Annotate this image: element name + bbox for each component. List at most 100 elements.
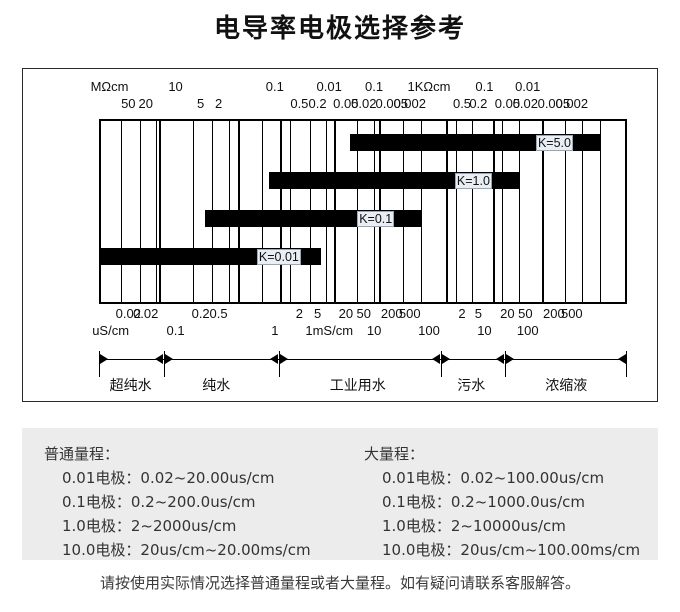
gridline-minor	[565, 121, 567, 302]
bottom-axis-decade-label: 10	[366, 323, 382, 338]
bottom-axis-decade-label: 0.1	[166, 323, 185, 338]
bottom-axis-decade-label: 100	[516, 323, 539, 338]
bottom-axis-decade-label: 100	[418, 323, 440, 338]
gridline-minor	[599, 121, 601, 302]
top-axis-minor-label: 0.5	[452, 96, 472, 111]
normal-range-column: 普通量程： 0.01电极：0.02~20.00us/cm 0.1电极：0.2~2…	[44, 442, 311, 562]
normal-range-heading: 普通量程：	[44, 445, 120, 463]
bottom-axis-minor-label: 500	[398, 306, 421, 321]
bottom-axis-minor-label: 5	[313, 306, 322, 321]
gridline-major	[446, 121, 449, 302]
electrode-bar-label: K=5.0	[535, 135, 573, 151]
bottom-axis-minor-label: 0.02	[115, 306, 141, 321]
large-range-item: 0.01电极：0.02~100.00us/cm	[382, 469, 605, 487]
large-range-item: 1.0电极：2~10000us/cm	[382, 517, 566, 535]
large-range-heading: 大量程：	[364, 445, 425, 463]
gridline-minor	[518, 121, 520, 302]
bottom-axis-minor-labels: 0.02 0.02 0.2 0.5 2 5 20 50 200 500 2 5 20 50 200 500	[23, 306, 659, 322]
top-axis-decade-labels: MΩcm 10 0.1 0.1 0.01 1KΩcm 0.01 0.1	[23, 79, 659, 95]
top-axis-decade-label: 0.1	[265, 79, 284, 94]
bottom-axis-minor-label: 5	[474, 306, 482, 321]
category-divider	[163, 351, 165, 377]
chart-frame: MΩcm 10 0.1 0.1 0.01 1KΩcm 0.01 0.1 50 20 5 2 0.5 0.…	[22, 68, 658, 402]
range-info-panel: 普通量程： 0.01电极：0.02~20.00us/cm 0.1电极：0.2~2…	[22, 428, 658, 560]
bottom-axis-minor-label: 20	[338, 306, 354, 321]
bottom-axis-minor-label: 50	[518, 306, 533, 321]
bottom-axis-decade-labels: uS/cm 0.1 1 10 100 1mS/cm 10 100	[23, 323, 659, 339]
bottom-axis-decade-label: 10	[477, 323, 492, 338]
gridline-major	[159, 121, 162, 302]
range-arrow-left-icon	[164, 354, 173, 364]
electrode-bar-label: K=0.1	[357, 211, 395, 227]
top-axis-minor-label: 2	[214, 96, 223, 111]
water-category-label: 超纯水	[109, 378, 152, 394]
normal-range-item: 1.0电极：2~2000us/cm	[62, 517, 237, 535]
bottom-axis-minor-label: 0.2	[191, 306, 210, 321]
range-arrow-left-icon	[100, 354, 108, 364]
top-axis-decade-label: 0.1	[365, 79, 384, 94]
range-arrow-left-icon	[441, 354, 450, 364]
top-axis-decade-label: MΩcm	[90, 79, 129, 94]
bottom-axis-minor-label: 0.02	[133, 306, 159, 321]
large-range-column: 大量程： 0.01电极：0.02~100.00us/cm 0.1电极：0.2~1…	[364, 442, 640, 562]
top-axis-minor-label: 5	[197, 96, 205, 111]
top-axis-decade-label: 0.01	[316, 79, 342, 94]
top-axis-minor-label: 0.002	[555, 96, 589, 111]
gridline-minor	[502, 121, 504, 302]
footer-note: 请按使用实际情况选择普通量程或者大量程。如有疑问请联系客服解答。	[99, 574, 580, 592]
top-axis-minor-label: 50	[121, 96, 136, 111]
bottom-axis-decade-label: 1	[271, 323, 279, 338]
category-divider	[278, 351, 280, 377]
top-axis-minor-label: 0.02	[512, 96, 539, 111]
range-arrow-left-icon	[506, 354, 515, 364]
category-divider	[626, 351, 627, 377]
top-axis-minor-label: 0.5	[290, 96, 309, 111]
water-category-axis: 超纯水 纯水 工业用水 污水 浓缩液	[99, 351, 627, 397]
gridline-minor	[421, 121, 423, 302]
gridline-minor	[582, 121, 584, 302]
top-axis-minor-label: 0.2	[469, 96, 488, 111]
range-arrow-right-icon	[618, 354, 626, 364]
gridline-minor	[192, 121, 194, 302]
top-axis-decade-label: 1KΩcm	[407, 79, 451, 94]
bottom-axis-minor-label: 2	[458, 306, 466, 321]
large-range-item: 0.1电极：0.2~1000.0us/cm	[382, 493, 585, 511]
range-arrow-right-icon	[269, 354, 278, 364]
range-arrow-right-icon	[154, 354, 163, 364]
gridline-minor	[139, 121, 141, 302]
top-axis-decade-label: 0.01	[515, 79, 541, 94]
category-axis-line	[99, 359, 627, 360]
category-divider	[505, 351, 507, 377]
page-title: 电导率电极选择参考	[213, 14, 466, 44]
normal-range-item: 10.0电极：20us/cm~20.00ms/cm	[62, 541, 311, 559]
bottom-axis-minor-label: 20	[500, 306, 515, 321]
top-axis-minor-label: 0.05	[333, 96, 359, 111]
top-axis-decade-label: 10	[168, 79, 183, 94]
bottom-axis-minor-label: 200	[380, 306, 403, 321]
gridline-minor	[120, 121, 122, 302]
top-axis-minor-label: 0.002	[393, 96, 426, 111]
bottom-axis-minor-label: 200	[543, 306, 565, 321]
bottom-axis-minor-label: 0.5	[209, 306, 228, 321]
top-axis-minor-labels: 50 20 5 2 0.5 0.2 0.05 0.02 0.005 0.002 0.5 0.2 0.05…	[23, 96, 659, 112]
chart-plot-area: K=5.0 K=1.0 K=0.1 K=0.01	[99, 119, 627, 304]
electrode-bar-label: K=0.01	[256, 249, 301, 265]
water-category-label: 浓缩液	[545, 378, 588, 394]
top-axis-decade-label: 0.1	[475, 79, 494, 94]
gridline-minor	[472, 121, 474, 302]
top-axis-minor-label: 0.005	[375, 96, 409, 111]
gridline-major	[493, 121, 496, 302]
bottom-axis-decade-label: uS/cm	[92, 323, 130, 338]
water-category-label: 污水	[457, 378, 486, 394]
top-axis-minor-label: 0.02	[351, 96, 377, 111]
water-category-label: 工业用水	[329, 378, 386, 394]
category-divider	[99, 351, 100, 377]
bottom-axis-minor-label: 2	[295, 306, 303, 321]
normal-range-item: 0.01电极：0.02~20.00us/cm	[62, 469, 275, 487]
normal-range-item: 0.1电极：0.2~200.0us/cm	[62, 493, 256, 511]
category-divider	[440, 351, 442, 377]
water-category-label: 纯水	[202, 378, 231, 394]
top-axis-minor-label: 0.2	[308, 96, 327, 111]
top-axis-minor-label: 0.05	[494, 96, 521, 111]
large-range-item: 10.0电极：20us/cm~100.00ms/cm	[382, 541, 641, 559]
